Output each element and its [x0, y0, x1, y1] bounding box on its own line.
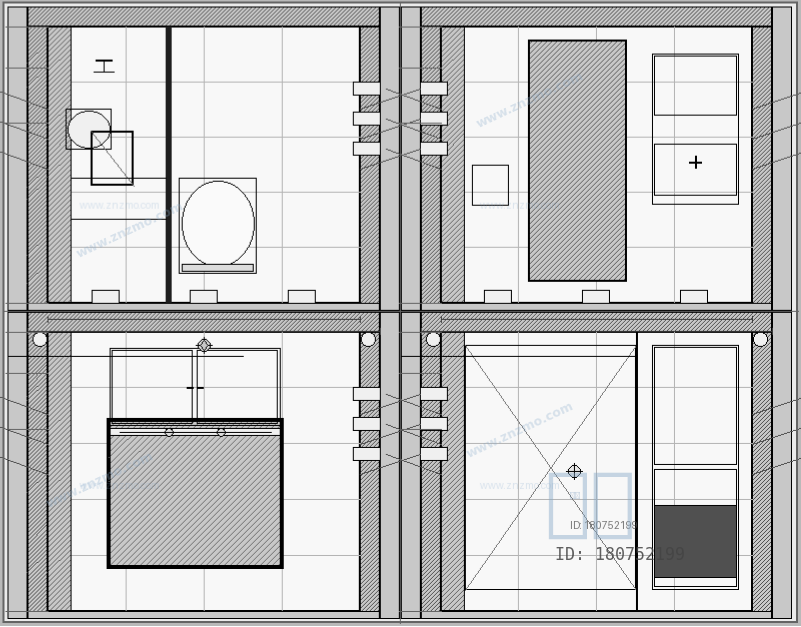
Text: www.znzmo.com: www.znzmo.com: [44, 450, 155, 510]
Text: 知米: 知米: [544, 468, 636, 542]
Text: www.znzmo.com: www.znzmo.com: [474, 70, 586, 130]
Text: www.znzmo.com: www.znzmo.com: [74, 199, 186, 261]
Text: ID: 180752199: ID: 180752199: [555, 546, 685, 564]
Text: www.znzmo.com: www.znzmo.com: [465, 399, 576, 461]
